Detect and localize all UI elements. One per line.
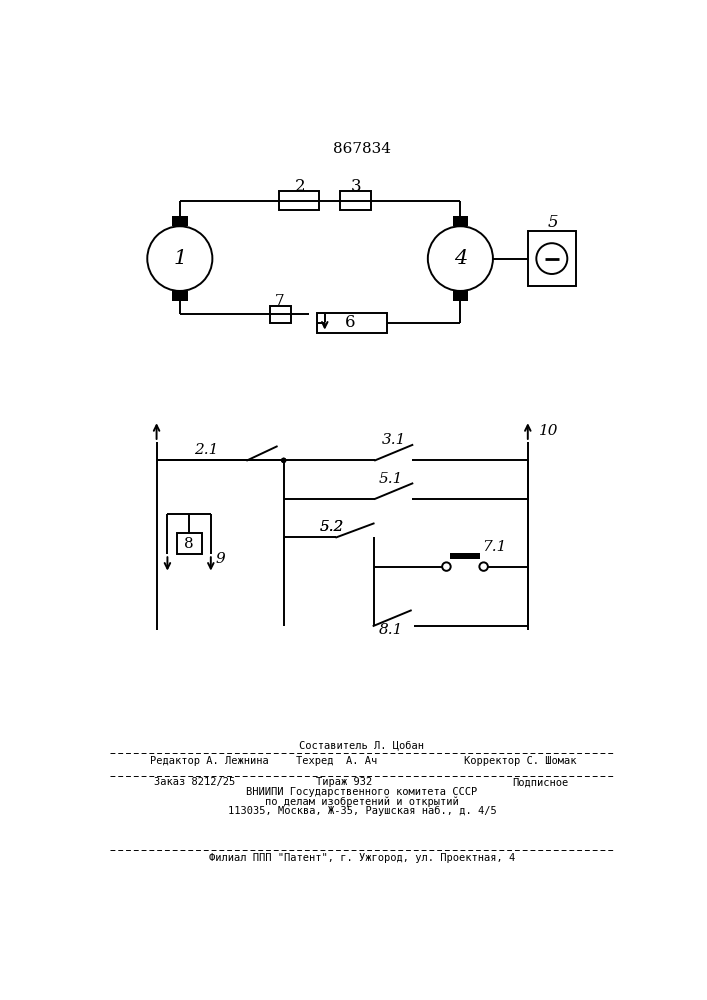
Text: 9: 9	[216, 552, 226, 566]
Text: Подписное: Подписное	[513, 777, 569, 787]
Text: 8.1: 8.1	[379, 623, 404, 637]
Text: 113035, Москва, Ж-35, Раушская наб., д. 4/5: 113035, Москва, Ж-35, Раушская наб., д. …	[228, 806, 496, 816]
Text: 4: 4	[454, 249, 467, 268]
Bar	[270, 306, 291, 323]
Bar	[172, 216, 187, 226]
Text: по делам изобретений и открытий: по делам изобретений и открытий	[265, 796, 459, 807]
Text: 3.1: 3.1	[381, 433, 406, 447]
Text: Техред  А. Ач: Техред А. Ач	[296, 756, 377, 766]
Text: Заказ 8212/25: Заказ 8212/25	[154, 777, 235, 787]
Text: 7.1: 7.1	[482, 540, 506, 554]
Circle shape	[281, 458, 286, 463]
Text: 2.1: 2.1	[194, 443, 218, 457]
Text: 2: 2	[295, 178, 305, 195]
Circle shape	[281, 458, 286, 463]
Bar	[452, 216, 468, 226]
Bar	[452, 291, 468, 301]
Text: 5: 5	[548, 214, 559, 231]
Bar	[177, 533, 201, 554]
Bar	[172, 291, 187, 301]
Text: Составитель Л. Цобан: Составитель Л. Цобан	[300, 740, 424, 750]
Bar	[317, 313, 387, 333]
Text: 6: 6	[345, 314, 356, 331]
Text: 5.2: 5.2	[320, 520, 344, 534]
Bar	[340, 191, 371, 210]
Text: ВНИИПИ Государственного комитета СССР: ВНИИПИ Государственного комитета СССР	[246, 787, 477, 797]
Text: Редактор А. Лежнина: Редактор А. Лежнина	[151, 756, 269, 766]
Text: 3: 3	[351, 178, 362, 195]
Text: Корректор С. Шомак: Корректор С. Шомак	[464, 756, 577, 766]
Bar	[279, 191, 320, 210]
Text: 7: 7	[275, 294, 285, 308]
Text: 5.1: 5.1	[379, 472, 404, 486]
Text: 8: 8	[185, 536, 194, 550]
Text: 1: 1	[173, 249, 187, 268]
Bar	[450, 553, 480, 559]
Text: 867834: 867834	[333, 142, 391, 156]
Bar	[528, 231, 575, 286]
Text: 10: 10	[539, 424, 558, 438]
Text: Филиал ППП "Патент", г. Ужгород, ул. Проектная, 4: Филиал ППП "Патент", г. Ужгород, ул. Про…	[209, 853, 515, 863]
Text: 5.2: 5.2	[320, 520, 344, 534]
Text: Тираж 932: Тираж 932	[316, 777, 373, 787]
